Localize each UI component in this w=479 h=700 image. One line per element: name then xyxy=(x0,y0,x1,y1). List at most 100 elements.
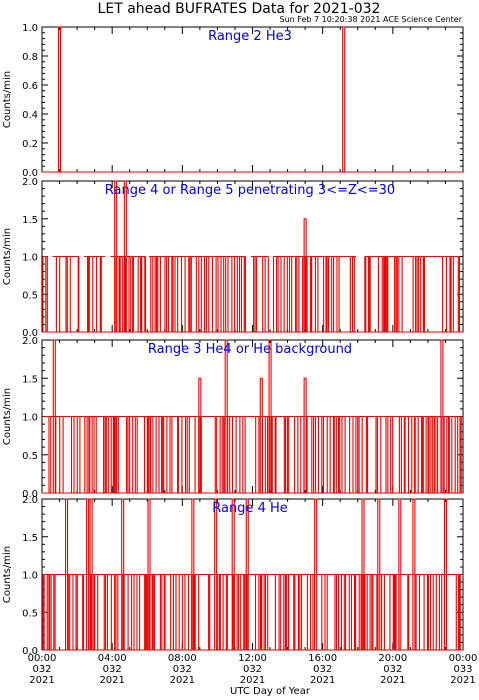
panel-2: 0.0 0.5 1.0 1.5 2.0 Counts/min Range 4 or Rang… xyxy=(2,177,464,339)
y-tick-label: 0.2 xyxy=(22,139,38,150)
x-tick-label: 032 xyxy=(103,664,122,675)
y-tick-label: 2.0 xyxy=(22,336,38,347)
x-tick-label: 032 xyxy=(383,664,402,675)
count-spike xyxy=(440,339,444,493)
count-trace xyxy=(42,255,48,332)
x-tick-label: 16:00 xyxy=(308,653,337,664)
count-trace xyxy=(364,255,461,332)
x-tick-label: 032 xyxy=(313,664,332,675)
y-tick-label: 0.0 xyxy=(22,328,38,339)
panel-title: Range 4 or Range 5 penetrating 3<=Z<=30 xyxy=(105,183,395,198)
y-tick-label: 0.0 xyxy=(22,168,38,179)
x-tick-label: 2021 xyxy=(240,675,265,686)
count-spike xyxy=(65,498,69,650)
y-tick-label: 0.5 xyxy=(22,608,38,619)
x-tick-label: 08:00 xyxy=(168,653,197,664)
count-spike xyxy=(361,498,365,650)
y-tick-label: 1.0 xyxy=(22,253,38,264)
x-axis-label: UTC Day of Year xyxy=(230,686,311,697)
y-tick-label: 0.5 xyxy=(22,451,38,462)
x-tick-label: 2021 xyxy=(170,675,195,686)
x-tick-label: 12:00 xyxy=(238,653,267,664)
y-tick-label: 0.0 xyxy=(22,489,38,500)
x-tick-label: 2021 xyxy=(29,675,54,686)
panel-3: 0.0 0.5 1.0 1.5 2.0 Counts/min Range 3 He4 or … xyxy=(2,336,464,500)
count-trace xyxy=(52,255,80,332)
y-tick-label: 0.0 xyxy=(22,646,38,657)
series-counts xyxy=(42,498,463,651)
y-tick-label: 0.4 xyxy=(22,110,38,121)
y-tick-label: 1.5 xyxy=(22,533,38,544)
timestamp: Sun Feb 7 10:20:38 2021 ACE Science Cent… xyxy=(280,15,463,24)
count-spike xyxy=(86,498,90,650)
x-tick-label: 2021 xyxy=(380,675,405,686)
count-spike xyxy=(398,498,402,650)
series-counts xyxy=(42,339,463,494)
count-spike xyxy=(214,498,218,650)
y-tick-label: 1.5 xyxy=(22,374,38,385)
x-tick-label: 2021 xyxy=(450,675,475,686)
panel-title: Range 4 He xyxy=(212,501,288,516)
count-trace xyxy=(272,255,356,332)
y-axis-label: Counts/min xyxy=(2,228,13,285)
count-spike xyxy=(121,498,125,650)
y-tick-label: 1.0 xyxy=(22,23,38,34)
series-counts xyxy=(42,180,463,333)
panel-1: 0.0 0.2 0.4 0.6 0.8 1.0 Counts/min Range 2 He3 xyxy=(2,23,464,179)
count-spike xyxy=(191,498,195,650)
panel-4: 0.0 0.5 1.0 1.5 2.0 Counts/min Range 4 He xyxy=(2,495,464,657)
y-tick-label: 2.0 xyxy=(22,495,38,506)
x-tick-label: 033 xyxy=(453,664,472,675)
x-tick-label: 2021 xyxy=(99,675,124,686)
count-spike xyxy=(57,26,62,172)
count-spike xyxy=(412,498,416,650)
count-spike xyxy=(377,498,381,650)
x-tick-label: 2021 xyxy=(310,675,335,686)
count-trace xyxy=(42,415,462,493)
y-tick-label: 1.0 xyxy=(22,571,38,582)
count-spike xyxy=(268,339,272,493)
count-spike xyxy=(224,339,228,493)
count-spike xyxy=(89,498,93,650)
x-tick-label: 00:00 xyxy=(28,653,57,664)
count-spike xyxy=(52,339,56,493)
panel-title: Range 2 He3 xyxy=(208,29,292,44)
y-tick-label: 0.6 xyxy=(22,81,38,92)
count-spike xyxy=(123,180,127,332)
x-tick-label: 20:00 xyxy=(378,653,407,664)
count-trace xyxy=(110,255,147,332)
count-trace xyxy=(149,255,246,332)
y-axis-label: Counts/min xyxy=(2,546,13,603)
count-spike xyxy=(245,498,249,650)
y-tick-label: 1.5 xyxy=(22,215,38,226)
x-tick-label: 032 xyxy=(173,664,192,675)
count-spike xyxy=(198,377,202,493)
count-spike xyxy=(303,377,307,493)
plot-frame xyxy=(41,26,464,173)
y-tick-label: 0.8 xyxy=(22,52,38,63)
y-tick-label: 2.0 xyxy=(22,177,38,188)
count-spike xyxy=(114,180,118,332)
count-spike xyxy=(231,498,235,650)
series-counts xyxy=(42,26,463,173)
y-tick-label: 1.0 xyxy=(22,413,38,424)
y-axis-label: Counts/min xyxy=(2,71,13,128)
x-tick-label: 04:00 xyxy=(98,653,127,664)
y-axis-label: Counts/min xyxy=(2,388,13,445)
count-trace xyxy=(84,255,106,332)
count-spike xyxy=(342,26,346,172)
y-tick-label: 0.5 xyxy=(22,290,38,301)
count-spike xyxy=(147,498,151,650)
count-spike xyxy=(259,377,263,493)
panel-title: Range 3 He4 or He background xyxy=(148,342,352,357)
x-tick-label: 032 xyxy=(243,664,262,675)
count-spike xyxy=(443,498,448,650)
count-spike xyxy=(303,218,307,332)
count-spike xyxy=(314,498,318,650)
x-tick-label: 00:00 xyxy=(449,653,478,664)
x-tick-label: 032 xyxy=(32,664,51,675)
figure-title: LET ahead BUFRATES Data for 2021-032 xyxy=(98,1,381,17)
count-trace xyxy=(250,255,269,332)
